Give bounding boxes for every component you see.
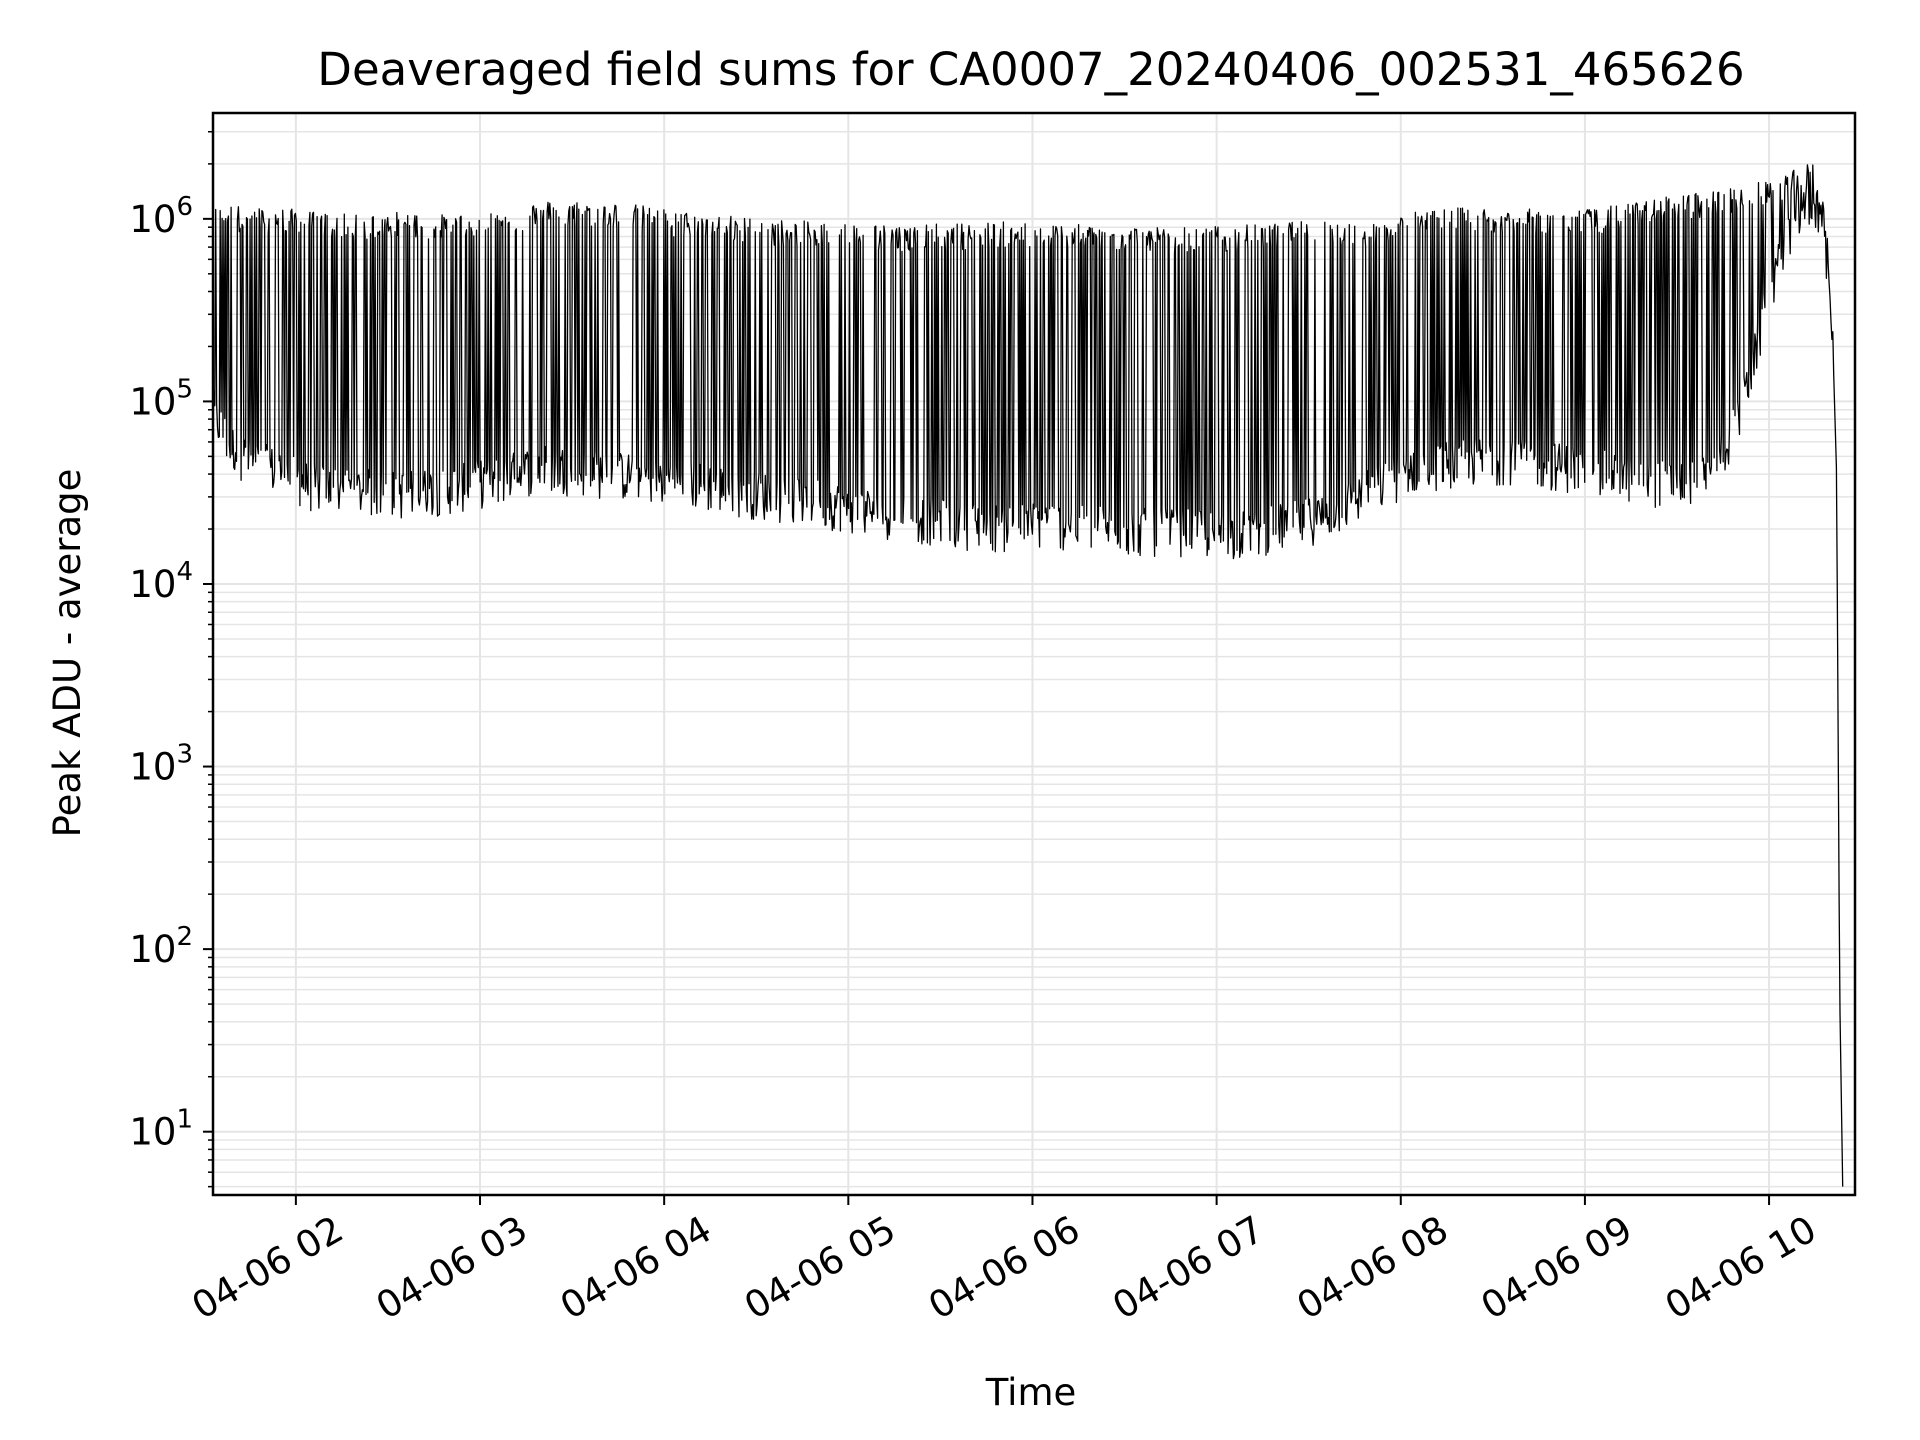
x-axis-label: Time: [985, 1371, 1077, 1414]
y-tick-label: 105: [129, 374, 193, 423]
y-tick-label: 101: [129, 1105, 193, 1154]
y-axis-ticks: 101 102 103 104 105 106: [129, 130, 213, 1188]
y-tick-label: 103: [129, 740, 193, 789]
plot-area-frame: [211, 111, 1857, 1197]
y-tick-label: 102: [129, 922, 193, 971]
chart-title: Deaveraged field sums for CA0007_2024040…: [317, 43, 1744, 96]
y-tick-label: 106: [129, 192, 193, 241]
y-tick-label: 104: [129, 557, 193, 606]
data-line: [212, 164, 1844, 1187]
y-axis-label: Peak ADU - average: [46, 469, 89, 838]
series-line: [212, 164, 1844, 1187]
